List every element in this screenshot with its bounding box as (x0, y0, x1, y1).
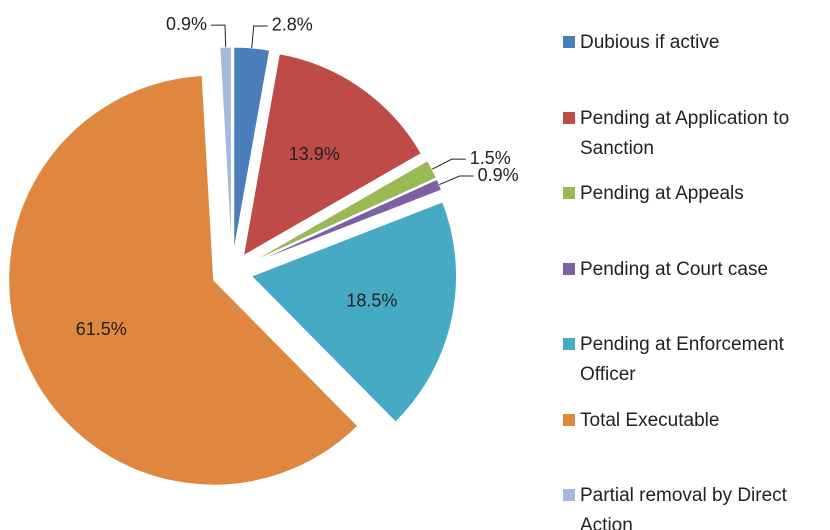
data-label: 0.9% (166, 14, 207, 34)
pie-slice (8, 74, 359, 486)
legend-item: Pending at Application to Sanction (563, 104, 825, 164)
legend-swatch (563, 413, 575, 426)
data-label: 2.8% (272, 15, 313, 35)
legend-item: Partial removal by Direct Action (563, 481, 825, 530)
legend-item: Pending at Appeals (563, 179, 825, 209)
data-label: 13.9% (289, 144, 340, 164)
data-label: 18.5% (346, 291, 397, 311)
pie-slice (250, 201, 458, 423)
legend-label: Partial removal by Direct Action (580, 485, 787, 530)
pie-slice (219, 46, 232, 253)
legend-swatch (563, 489, 575, 501)
legend-label: Total Executable (580, 409, 720, 431)
data-label: 1.5% (470, 148, 511, 168)
legend-label: Pending at Appeals (580, 183, 744, 204)
pie-slice (242, 53, 422, 257)
legend-item: Pending at Court case (563, 255, 825, 285)
legend-label: Pending at Application to Sanction (580, 107, 790, 159)
leader-line (251, 25, 268, 48)
legend-label: Dubious if active (580, 32, 720, 53)
legend-label: Pending at Court case (580, 258, 769, 280)
legend-swatch (563, 187, 575, 199)
data-label: 0.9% (478, 165, 519, 185)
legend-item: Total Executable (563, 406, 825, 436)
legend-swatch (563, 262, 575, 275)
leader-line (439, 175, 474, 186)
leader-line (431, 158, 466, 170)
legend-item: Dubious if active (563, 28, 825, 58)
data-label: 61.5% (76, 319, 127, 339)
leader-line (211, 24, 227, 48)
legend-swatch (563, 338, 575, 350)
legend-item: Pending at Enforcement Officer (563, 330, 825, 390)
legend-swatch (563, 36, 575, 48)
legend-label: Pending at Enforcement Officer (580, 334, 784, 385)
legend-swatch (563, 111, 575, 124)
